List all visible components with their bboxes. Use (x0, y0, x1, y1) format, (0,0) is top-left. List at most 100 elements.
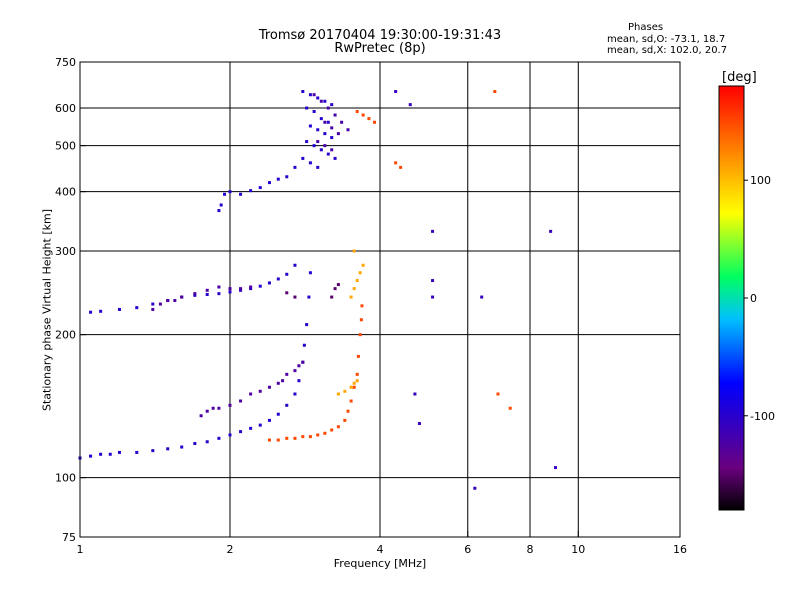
data-point (239, 288, 243, 292)
data-point (361, 113, 365, 117)
data-point (330, 126, 334, 130)
y-tick-label: 200 (55, 329, 76, 342)
data-point (258, 389, 262, 393)
data-point (267, 385, 271, 389)
data-point (319, 117, 323, 121)
data-point (431, 229, 435, 233)
chart-subtitle: RwPretec (8p) (334, 41, 426, 56)
data-point (319, 148, 323, 152)
phases-x-stats: mean, sd,X: 102.0, 20.7 (607, 45, 728, 56)
data-point (355, 109, 359, 113)
data-point (305, 106, 309, 110)
data-points (78, 90, 557, 490)
data-point (343, 418, 347, 422)
data-point (99, 452, 103, 456)
data-point (308, 124, 312, 128)
data-point (267, 418, 271, 422)
data-point (193, 442, 197, 446)
data-point (258, 186, 262, 190)
data-point (180, 295, 184, 299)
data-point (323, 132, 327, 136)
data-point (293, 295, 297, 299)
data-point (285, 272, 289, 276)
data-point (508, 406, 512, 410)
data-point (285, 403, 289, 407)
data-point (258, 423, 262, 427)
y-tick-label: 400 (55, 186, 76, 199)
data-point (352, 249, 356, 253)
data-point (205, 409, 209, 413)
data-point (285, 372, 289, 376)
data-point (239, 430, 243, 434)
data-point (117, 307, 121, 311)
data-point (193, 293, 197, 297)
data-point (336, 283, 340, 287)
data-point (276, 412, 280, 416)
data-point (336, 132, 340, 136)
y-tick-label: 300 (55, 245, 76, 258)
data-point (158, 302, 162, 306)
x-tick-label: 16 (673, 543, 687, 556)
data-point (346, 128, 350, 132)
data-point (399, 165, 403, 169)
data-point (302, 343, 306, 347)
x-tick-label: 10 (571, 543, 585, 556)
data-point (349, 385, 353, 389)
grid-lines (80, 62, 680, 537)
y-tick-label: 750 (55, 56, 76, 69)
data-point (276, 438, 280, 442)
data-point (205, 292, 209, 296)
data-point (333, 287, 337, 291)
data-point (301, 90, 305, 94)
data-point (249, 189, 253, 193)
data-point (330, 148, 334, 152)
data-point (267, 181, 271, 185)
data-point (297, 379, 301, 383)
data-point (316, 96, 320, 100)
chart-title: Tromsø 20170404 19:30:00-19:31:43 (258, 28, 502, 43)
data-point (316, 140, 320, 144)
data-point (180, 445, 184, 449)
data-point (217, 209, 221, 213)
data-point (480, 295, 484, 299)
data-point (330, 103, 334, 107)
data-point (312, 109, 316, 113)
data-point (352, 287, 356, 291)
data-point (249, 287, 253, 291)
phases-o-stats: mean, sd,O: -73.1, 18.7 (607, 34, 726, 45)
data-point (431, 279, 435, 283)
data-point (394, 90, 398, 94)
axes: 1 2 4 6 8 10 16 75 100 200 300 400 500 600 750 (55, 56, 687, 556)
data-point (473, 486, 477, 490)
data-point (293, 436, 297, 440)
data-point (239, 399, 243, 403)
data-point (267, 438, 271, 442)
data-point (326, 120, 330, 124)
colorbar-ticks: 100 0 -100 (744, 174, 775, 423)
data-point (346, 409, 350, 413)
data-point (305, 323, 309, 327)
data-point (323, 99, 327, 103)
data-point (249, 426, 253, 430)
data-point (330, 136, 334, 140)
data-point (293, 392, 297, 396)
data-point (333, 113, 337, 117)
colorbar (718, 85, 745, 511)
data-point (228, 290, 232, 294)
data-point (293, 369, 297, 373)
data-point (151, 307, 155, 311)
data-point (135, 306, 139, 310)
data-point (307, 295, 311, 299)
data-point (228, 433, 232, 437)
data-point (166, 447, 170, 451)
data-point (205, 288, 209, 292)
colorbar-tick-label: 100 (750, 174, 771, 187)
data-point (361, 263, 365, 267)
y-tick-label: 100 (55, 472, 76, 485)
data-point (276, 381, 280, 385)
data-point (308, 93, 312, 97)
data-point (349, 295, 353, 299)
data-point (312, 144, 316, 148)
data-point (301, 360, 305, 364)
data-point (340, 120, 344, 124)
